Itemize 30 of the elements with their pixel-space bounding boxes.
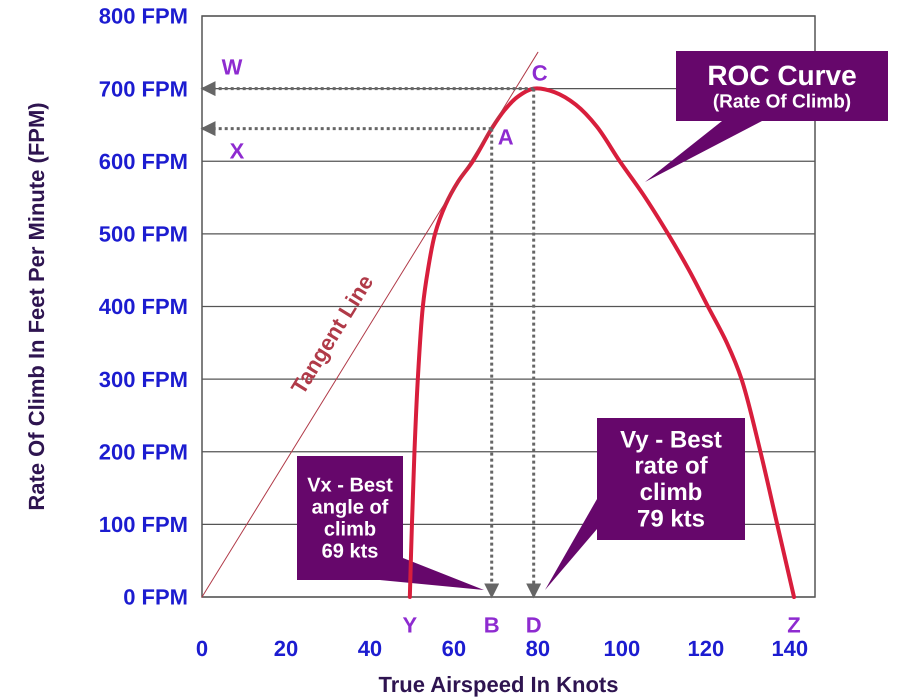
- y-tick-label: 500 FPM: [98, 222, 188, 247]
- x-tick-label: 0: [196, 636, 208, 661]
- x-axis-title: True Airspeed In Knots: [378, 672, 619, 697]
- annotation: Vy - Best rate of climb 79 kts: [620, 426, 722, 533]
- annotation: D: [526, 612, 542, 638]
- x-tick-label: 120: [687, 636, 724, 661]
- annotation: A: [498, 124, 514, 150]
- x-tick-label: 80: [526, 636, 550, 661]
- y-tick-label: 400 FPM: [98, 294, 188, 320]
- y-tick-label: 300 FPM: [98, 366, 188, 392]
- x-tick-label: 60: [442, 636, 466, 661]
- annotation: Z: [787, 612, 801, 638]
- annotation: ROC Curve (Rate Of Climb): [707, 60, 857, 113]
- y-tick-label: 200 FPM: [98, 439, 188, 464]
- x-tick-label: 140: [771, 636, 808, 661]
- x-tick-label: 20: [274, 636, 298, 661]
- y-tick-label: 600 FPM: [98, 148, 188, 174]
- x-tick-label: 100: [604, 636, 640, 661]
- annotation: C: [532, 60, 548, 86]
- y-tick-label: 700 FPM: [98, 76, 188, 102]
- x-tick-label: 40: [358, 636, 382, 661]
- annotation: Y: [402, 612, 418, 638]
- y-tick-label: 0 FPM: [123, 584, 188, 610]
- annotation: Vx - Best angle of climb 69 kts: [307, 474, 394, 563]
- y-tick-label: 100 FPM: [98, 512, 188, 538]
- y-axis-title: Rate Of Climb In Feet Per Minute (FPM): [24, 102, 49, 511]
- annotation: W: [222, 54, 243, 80]
- y-tick-label: 800 FPM: [98, 4, 188, 29]
- annotation: X: [230, 138, 245, 164]
- annotation: B: [484, 612, 500, 638]
